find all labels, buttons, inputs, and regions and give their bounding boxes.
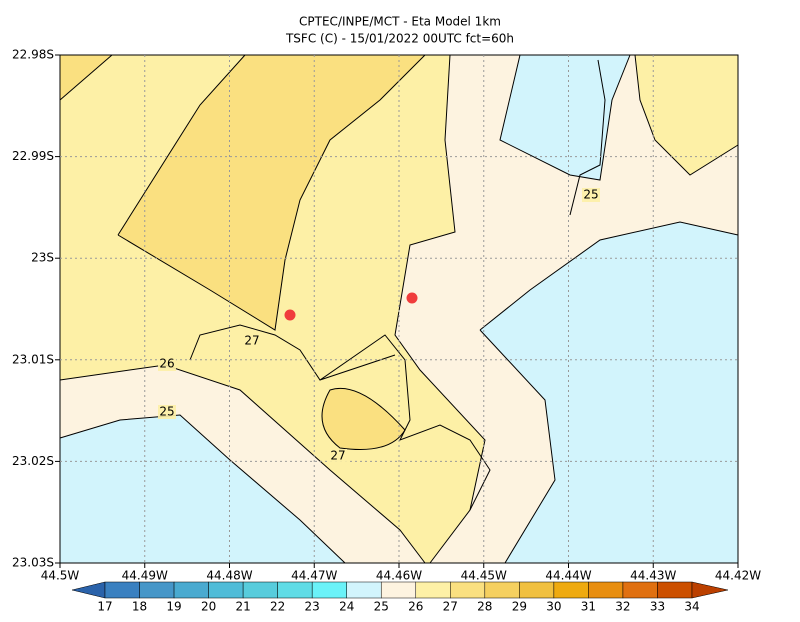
colorbar-label: 21 <box>235 600 250 614</box>
location-marker <box>406 292 418 304</box>
y-tick-label: 23.01S <box>12 352 54 366</box>
colorbar-label: 22 <box>270 600 285 614</box>
colorbar-segment <box>139 581 175 599</box>
x-tick-label: 44.44W <box>545 569 591 583</box>
contour-label-bg <box>158 357 176 371</box>
contour-line <box>59 54 739 564</box>
y-tick-label: 23S <box>31 251 54 265</box>
location-marker <box>284 309 296 321</box>
colorbar-segment <box>104 581 140 599</box>
colorbar-arrow <box>71 581 106 599</box>
colorbar-segment <box>380 581 417 599</box>
x-tick-label: 44.42W <box>715 569 761 583</box>
x-tick-label: 44.46W <box>376 569 422 583</box>
title: CPTEC/INPE/MCT - Eta Model 1km <box>299 15 501 29</box>
colorbar-segment <box>484 581 520 599</box>
colorbar-label: 24 <box>339 600 354 614</box>
colorbar-segment <box>208 581 244 599</box>
x-tick-label: 44.43W <box>630 569 676 583</box>
coastline <box>189 59 606 511</box>
colorbar-label: 23 <box>305 600 320 614</box>
y-tick-label: 22.99S <box>12 149 54 163</box>
colorbar-label: 31 <box>581 600 596 614</box>
contour-label-bg <box>158 405 176 419</box>
y-tick-label: 22.98S <box>12 48 54 62</box>
colorbar-label: 30 <box>546 600 561 614</box>
colorbar-label: 33 <box>650 600 665 614</box>
contour-label-bg <box>582 188 600 202</box>
region-27-28 <box>118 55 425 330</box>
colorbar-segment <box>277 581 313 599</box>
y-tick-label: 23.02S <box>12 454 54 468</box>
x-tick-label: 44.45W <box>461 569 507 583</box>
contour-label: 25 <box>159 405 174 419</box>
x-tick-label: 44.47W <box>291 569 337 583</box>
colorbar-label: 19 <box>166 600 181 614</box>
region-24-25 <box>60 415 345 563</box>
x-tick-label: 44.49W <box>122 569 168 583</box>
contour-label: 27 <box>244 334 259 348</box>
colorbar-segment <box>173 581 209 599</box>
colorbar-segment <box>553 581 589 599</box>
region-27-28 <box>322 388 405 450</box>
colorbar-label: 18 <box>132 600 147 614</box>
contour-label: 26 <box>159 357 174 371</box>
colorbar-label: 17 <box>97 600 112 614</box>
x-tick-label: 44.48W <box>206 569 252 583</box>
colorbar-segment <box>242 581 278 599</box>
x-tick-label: 44.5W <box>41 569 80 583</box>
colorbar-segment <box>519 581 555 599</box>
contour-line <box>321 387 406 451</box>
colorbar-label: 27 <box>443 600 458 614</box>
contour-label-bg <box>243 334 261 348</box>
colorbar-label: 34 <box>684 600 699 614</box>
region-26-27 <box>635 55 738 175</box>
region-24-25 <box>500 55 630 180</box>
colorbar-label: 28 <box>477 600 492 614</box>
colorbar-segment <box>311 581 347 599</box>
y-tick-label: 23.03S <box>12 556 54 570</box>
colorbar-label: 32 <box>615 600 630 614</box>
colorbar-segment <box>657 581 693 599</box>
contour-label: 25 <box>583 188 598 202</box>
contour-label: 27 <box>330 449 345 463</box>
colorbar-segment <box>346 581 382 599</box>
region-24-25 <box>480 222 738 563</box>
region-25-26 <box>60 365 425 563</box>
colorbar-segment <box>415 581 451 599</box>
colorbar-label: 20 <box>201 600 216 614</box>
colorbar-label: 29 <box>512 600 527 614</box>
subtitle: TSFC (C) - 15/01/2022 00UTC fct=60h <box>285 32 514 46</box>
contour-label-bg <box>329 449 347 463</box>
map-area <box>59 54 739 564</box>
colorbar-arrow <box>691 581 729 599</box>
colorbar-segment <box>588 581 624 599</box>
colorbar-label: 25 <box>374 600 389 614</box>
colorbar-segment <box>450 581 486 599</box>
colorbar-segment <box>622 581 658 599</box>
colorbar-label: 26 <box>408 600 423 614</box>
